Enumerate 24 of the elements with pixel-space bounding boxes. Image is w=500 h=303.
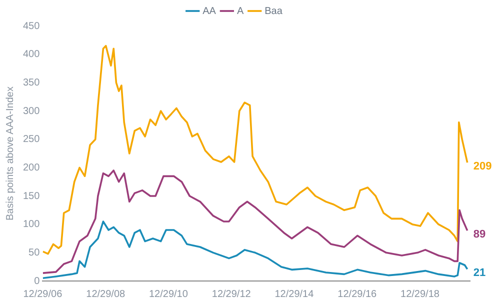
y-tick-label: 300 — [22, 106, 40, 117]
y-tick-label: 400 — [22, 49, 40, 60]
y-tick-label: 0 — [34, 276, 40, 287]
legend-label: AA — [202, 6, 216, 17]
x-tick-label: 12/29/18 — [400, 288, 440, 300]
y-tick-label: 200 — [22, 162, 40, 174]
x-tick-label: 12/29/12 — [212, 288, 252, 300]
y-tick-label: 250 — [22, 134, 40, 146]
y-tick-label: 100 — [22, 219, 40, 230]
legend-label: A — [236, 6, 244, 17]
y-tick-label: 50 — [28, 247, 40, 258]
y-tick-label: 450 — [22, 20, 40, 32]
x-tick-label: 12/29/14 — [274, 288, 314, 300]
x-tick-label: 12/29/08 — [86, 288, 126, 300]
annotation: 209 — [473, 160, 492, 173]
x-tick-label: 12/29/06 — [23, 288, 63, 300]
annotation: 21 — [473, 267, 486, 280]
y-tick-label: 350 — [22, 77, 40, 88]
annotation: 89 — [473, 228, 486, 241]
y-tick-label: 150 — [22, 190, 40, 202]
y-axis-title: Basis points above AAA-Index — [4, 86, 16, 220]
legend-label: Baa — [264, 6, 283, 17]
x-tick-label: 12/29/16 — [338, 288, 378, 300]
x-tick-label: 12/29/10 — [148, 288, 188, 300]
